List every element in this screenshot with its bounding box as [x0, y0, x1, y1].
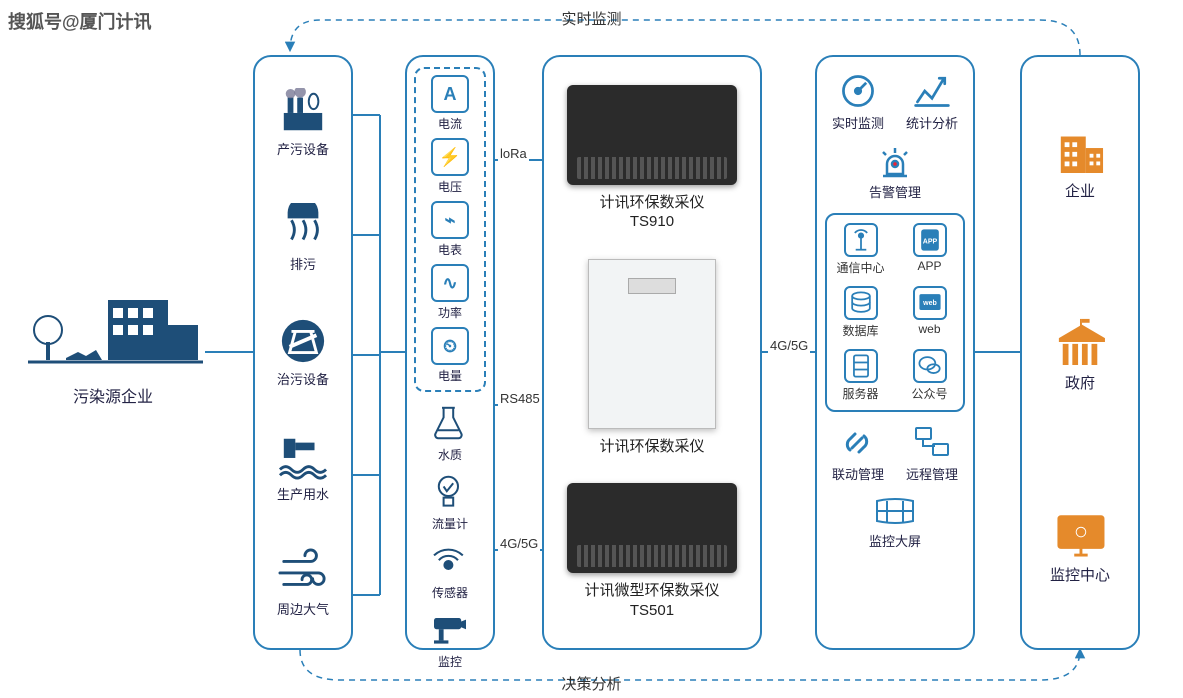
sensor-电量: ⏲ 电量 [431, 327, 469, 384]
monitor-screen: 监控大屏 [869, 495, 921, 550]
treat-icon [274, 317, 332, 367]
government-icon [1048, 312, 1112, 370]
pollution-source-icon [18, 270, 208, 380]
sensor-camera: 监控 [426, 609, 474, 670]
diagram-canvas: 搜狐号@厦门计讯 实时监测 决策分析 [0, 0, 1183, 698]
sensor-icon [426, 540, 474, 582]
camera-icon [426, 609, 474, 651]
sensor-功率: ∿ 功率 [431, 264, 469, 321]
sensor-电流-icon: A [431, 75, 469, 113]
link-4g5g-a: 4G/5G [498, 536, 540, 551]
water-icon [274, 432, 332, 482]
device-cabinet-image [588, 259, 716, 429]
col-equipment: 产污设备 排污 治污设备 生产用水 周边大气 [253, 55, 353, 650]
endpoint-monitor: 监控中心 [1048, 504, 1112, 585]
plat-chart: 统计分析 [906, 71, 958, 132]
svc-app: APP APP [904, 223, 955, 276]
platform-services-box: 通信中心 APP APP 数据库 web web 服务器 公众号 [825, 213, 965, 412]
col-sensors: A 电流 ⚡ 电压 ⌁ 电表 ∿ 功率 ⏲ 电量 水质 流量计 传感器 监控 [405, 55, 495, 650]
factory-icon [274, 87, 332, 137]
discharge-icon [274, 202, 332, 252]
plat-link: 联动管理 [832, 424, 884, 483]
device-cabinet: 计讯环保数采仪 [588, 259, 716, 457]
wechat-icon [913, 349, 947, 383]
flask-icon [426, 402, 474, 444]
sensor-电表: ⌁ 电表 [431, 201, 469, 258]
sensor-sensor: 传感器 [426, 540, 474, 601]
col-devices: 计讯环保数采仪TS910 计讯环保数采仪 计讯微型环保数采仪TS501 [542, 55, 762, 650]
device-ts910: 计讯环保数采仪TS910 [567, 85, 737, 232]
web-icon: web [913, 286, 947, 320]
alarm-mgmt: 告警管理 [869, 144, 921, 201]
svc-db: 数据库 [835, 286, 886, 339]
svg-text:APP: APP [922, 239, 937, 246]
sensor-flask: 水质 [426, 402, 474, 463]
sensor-电压: ⚡ 电压 [431, 138, 469, 195]
bottom-arrow-label: 决策分析 [561, 673, 621, 694]
device-ts501-image [567, 483, 737, 573]
svc-antenna: 通信中心 [835, 223, 886, 276]
link-4g5g-b: 4G/5G [768, 338, 810, 353]
equip-treat: 治污设备 [274, 317, 332, 388]
equip-water: 生产用水 [274, 432, 332, 503]
equip-discharge: 排污 [274, 202, 332, 273]
top-arrow-label: 实时监测 [561, 8, 621, 29]
sensor-电流: A 电流 [431, 75, 469, 132]
sensor-电压-icon: ⚡ [431, 138, 469, 176]
sensor-电量-icon: ⏲ [431, 327, 469, 365]
endpoint-enterprise: 企业 [1048, 120, 1112, 201]
svc-web: web web [904, 286, 955, 339]
server-icon [844, 349, 878, 383]
sensor-电表-icon: ⌁ [431, 201, 469, 239]
antenna-icon [844, 223, 878, 257]
link-rs485: RS485 [498, 391, 542, 406]
link-lora: loRa [498, 146, 529, 161]
col-endpoints: 企业 政府 监控中心 [1020, 55, 1140, 650]
app-icon: APP [913, 223, 947, 257]
monitor-icon [1048, 504, 1112, 562]
power-sensor-group: A 电流 ⚡ 电压 ⌁ 电表 ∿ 功率 ⏲ 电量 [414, 67, 486, 392]
alarm-icon [875, 144, 915, 180]
flow-icon [426, 471, 474, 513]
enterprise-icon [1048, 120, 1112, 178]
link-icon [837, 424, 879, 462]
watermark: 搜狐号@厦门计讯 [8, 8, 152, 34]
sensor-flow: 流量计 [426, 471, 474, 532]
chart-icon [910, 71, 954, 111]
plat-gauge: 实时监测 [832, 71, 884, 132]
svg-text:web: web [922, 300, 937, 307]
screen-icon [871, 495, 919, 529]
remote-icon [911, 424, 953, 462]
equip-air: 周边大气 [274, 547, 332, 618]
equip-factory: 产污设备 [274, 87, 332, 158]
plat-remote: 远程管理 [906, 424, 958, 483]
sensor-功率-icon: ∿ [431, 264, 469, 302]
gauge-icon [836, 71, 880, 111]
source-enterprise: 污染源企业 [18, 270, 208, 407]
source-label: 污染源企业 [18, 383, 208, 407]
db-icon [844, 286, 878, 320]
endpoint-government: 政府 [1048, 312, 1112, 393]
air-icon [274, 547, 332, 597]
svc-server: 服务器 [835, 349, 886, 402]
device-ts501: 计讯微型环保数采仪TS501 [567, 483, 737, 620]
svc-wechat: 公众号 [904, 349, 955, 402]
col-platform: 实时监测 统计分析 告警管理 通信中心 APP APP 数据库 web [815, 55, 975, 650]
device-ts910-image [567, 85, 737, 185]
